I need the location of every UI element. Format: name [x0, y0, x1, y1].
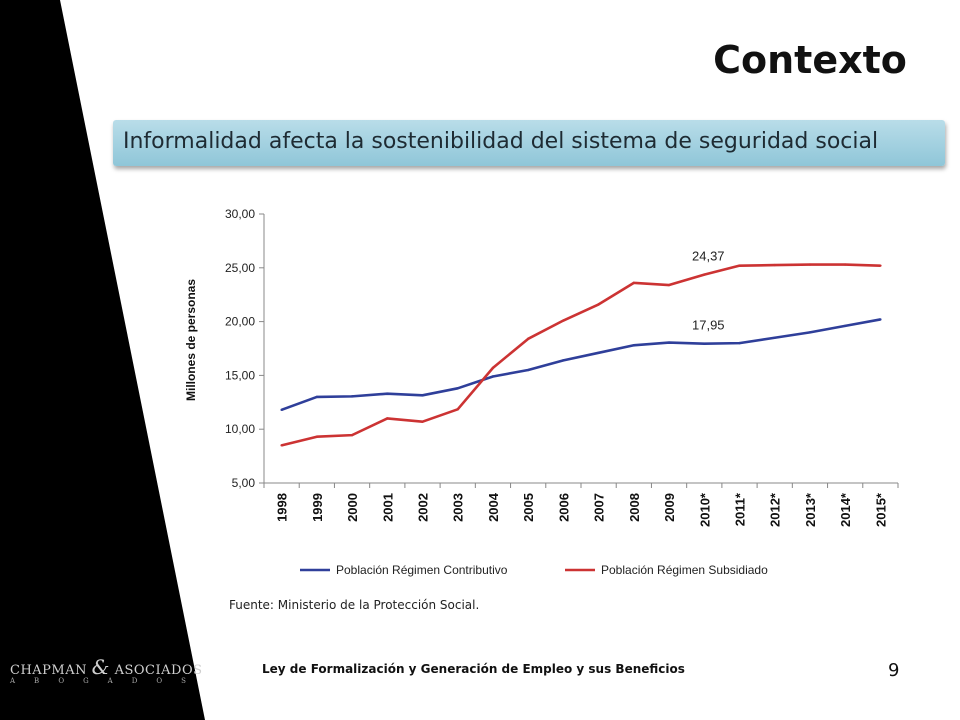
logo-ampersand: &	[91, 655, 110, 679]
plot-area: 5,00 10,00 15,00 20,00 25,00 30,00 1998 1999 200…	[225, 207, 899, 577]
y-axis-title: Millones de personas	[184, 279, 198, 401]
data-point	[315, 435, 319, 438]
y-axis-title-group: Millones de personas	[184, 279, 198, 401]
data-point	[386, 417, 389, 420]
data-point	[879, 264, 882, 267]
data-point	[386, 392, 389, 395]
data-point	[808, 263, 812, 266]
x-tick-label: 2007	[592, 493, 607, 522]
data-point	[562, 319, 565, 322]
x-tick-label: 2010*	[697, 492, 712, 527]
x-tick-label: 2012*	[768, 492, 783, 527]
legend-label: Población Régimen Subsidiado	[601, 563, 768, 577]
series-line-contributivo	[281, 318, 881, 412]
company-logo: CHAPMAN & ASOCIADOS ABOGADOS	[10, 655, 205, 685]
data-point	[562, 359, 565, 362]
logo-name-left: CHAPMAN	[10, 663, 87, 678]
line-chart: Millones de personas 5,00 10,00 15,00 20,00…	[184, 207, 899, 577]
data-point	[773, 336, 776, 339]
subtitle-banner: Informalidad afecta la sostenibilidad de…	[113, 120, 945, 166]
y-tick-label: 20,00	[225, 315, 255, 329]
slide-title: Contexto	[713, 38, 907, 82]
logo-subtitle: ABOGADOS	[10, 677, 205, 685]
y-tick-label: 25,00	[225, 261, 255, 275]
data-point	[843, 324, 847, 328]
x-tick-label: 2004	[486, 492, 501, 522]
data-point	[667, 341, 671, 344]
data-label: 24,37	[692, 249, 725, 264]
legend-label: Población Régimen Contributivo	[336, 563, 508, 577]
x-tick-label: 2000	[345, 493, 360, 522]
data-point	[526, 368, 530, 372]
data-point	[456, 387, 459, 390]
data-point	[597, 303, 600, 306]
data-point	[843, 263, 847, 266]
data-point	[491, 366, 495, 370]
data-point	[491, 375, 495, 378]
y-tick-label: 5,00	[232, 476, 256, 490]
page-number: 9	[888, 660, 900, 681]
data-point	[280, 444, 283, 447]
data-point	[703, 342, 706, 345]
data-point	[597, 351, 600, 355]
data-point	[315, 395, 319, 399]
data-point	[632, 344, 636, 347]
data-point	[738, 341, 741, 345]
data-point	[456, 408, 459, 411]
data-point	[738, 264, 741, 267]
data-point	[421, 420, 424, 423]
y-tick-label: 15,00	[225, 368, 255, 382]
data-point	[667, 283, 671, 287]
data-point	[808, 331, 812, 334]
data-point	[421, 394, 424, 397]
banner-text: Informalidad afecta la sostenibilidad de…	[123, 129, 879, 154]
footer-text: Ley de Formalización y Generación de Emp…	[262, 662, 685, 676]
data-point	[879, 318, 882, 321]
data-point	[280, 408, 283, 412]
y-tick-label: 10,00	[225, 422, 255, 436]
x-tick-label: 2002	[416, 493, 431, 522]
data-point	[632, 281, 636, 285]
x-tick-label: 2005	[521, 493, 536, 522]
series-line-subsidiado	[281, 263, 881, 447]
x-tick-label: 2008	[627, 493, 642, 522]
x-tick-label: 2014*	[838, 492, 853, 527]
data-point	[350, 395, 354, 398]
logo-name-right: ASOCIADOS	[114, 663, 203, 678]
data-point	[350, 433, 354, 437]
data-point	[526, 337, 530, 341]
x-tick-label: 2001	[380, 493, 395, 522]
y-tick-label: 30,00	[225, 207, 255, 221]
data-label: 17,95	[692, 318, 725, 333]
source-note: Fuente: Ministerio de la Protección Soci…	[229, 598, 480, 612]
x-tick-label: 2006	[556, 493, 571, 522]
x-tick-label: 2013*	[803, 492, 818, 527]
x-tick-label: 2011*	[733, 492, 748, 526]
data-point	[773, 263, 776, 267]
x-tick-label: 1999	[310, 493, 325, 522]
x-tick-label: 2009	[662, 493, 677, 522]
x-tick-label: 2015*	[873, 492, 888, 527]
x-tick-label: 2003	[451, 493, 466, 522]
x-tick-label: 1998	[275, 493, 290, 522]
data-point	[703, 273, 706, 276]
